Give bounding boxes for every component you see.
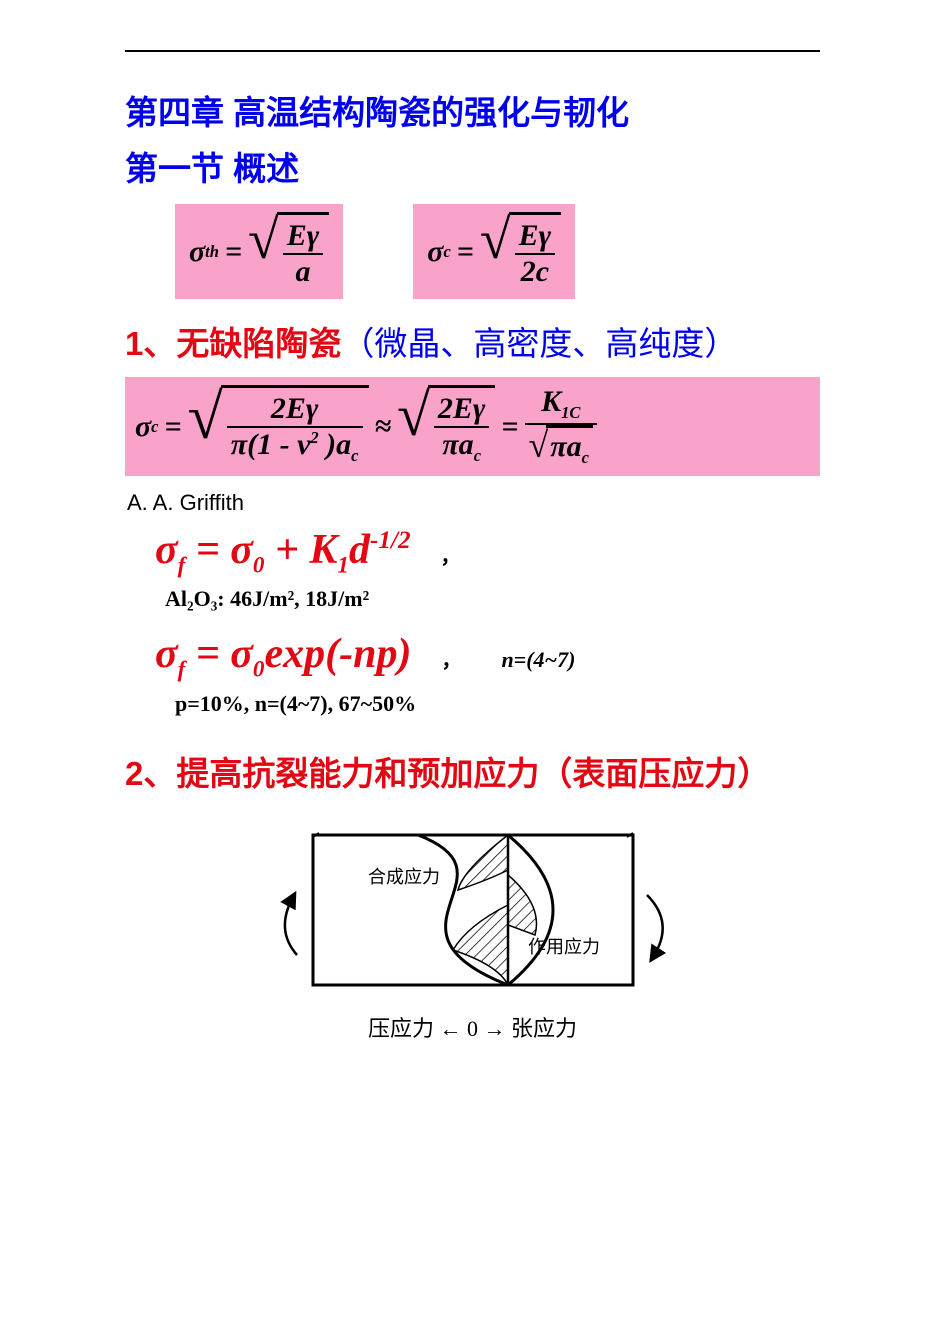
t: = σ: [185, 527, 253, 573]
fraction: Eγ a: [283, 219, 324, 289]
subscript: th: [205, 242, 219, 262]
den-text: πa: [442, 428, 473, 461]
denominator: a: [292, 255, 315, 289]
formula-griffith: σc = √ 2Eγ π(1 - v2 )ac ≈ √ 2Eγ: [125, 377, 820, 476]
sqrt: √ 2Eγ π(1 - v2 )ac: [188, 385, 369, 468]
subheading-1: 1、无缺陷陶瓷（微晶、高密度、高纯度）: [125, 317, 820, 365]
sqrt: √ πac: [529, 425, 593, 468]
radical-icon: √: [480, 212, 511, 291]
trail-n: n=(4~7): [501, 647, 575, 673]
subscript: c: [151, 417, 158, 437]
subheading-1-blue: （微晶、高密度、高纯度）: [341, 325, 737, 362]
sigma-symbol: σ: [189, 235, 205, 269]
denominator: 2c: [517, 255, 553, 289]
label-composite: 合成应力: [368, 867, 440, 887]
radical-icon: √: [248, 212, 279, 291]
numerator: 2Eγ: [434, 392, 490, 426]
t: σ: [155, 631, 178, 677]
formula-sigma-c: σc = √ Eγ 2c: [413, 204, 575, 299]
equals: =: [501, 410, 518, 444]
sub: 0: [253, 656, 265, 682]
sub: c: [582, 448, 589, 467]
sigma-symbol: σ: [427, 235, 443, 269]
t: σ: [155, 527, 178, 573]
sup: 2: [310, 428, 318, 447]
t: + K: [264, 527, 337, 573]
top-rule: [125, 50, 820, 52]
aux-porosity: p=10%, n=(4~7), 67~50%: [175, 691, 820, 717]
arrow-right-icon: [647, 895, 663, 957]
denominator: π(1 - v2 )ac: [227, 428, 363, 466]
caption-left: 压应力: [368, 1016, 434, 1041]
approx: ≈: [375, 410, 391, 444]
subheading-1-red: 无缺陷陶瓷: [176, 325, 341, 362]
formula-sigma-th: σth = √ Eγ a: [175, 204, 343, 299]
t: = σ: [185, 631, 253, 677]
radical-icon: √: [397, 385, 430, 468]
sub: 0: [253, 551, 265, 577]
diagram-caption: 压应力 ← 0 → 张应力: [125, 1011, 820, 1043]
sqrt: √ 2Eγ πac: [397, 385, 495, 468]
chapter-title: 第四章 高温结构陶瓷的强化与韧化: [125, 86, 820, 134]
sigma-symbol: σ: [135, 410, 151, 444]
arrow-left-icon: [284, 897, 296, 955]
den-text: π(1 - v: [231, 428, 311, 461]
numerator: Eγ: [515, 219, 556, 253]
fraction: Eγ 2c: [515, 219, 556, 289]
label-action: 作用应力: [528, 937, 600, 957]
subscript: c: [443, 242, 450, 262]
den-text: )a: [319, 428, 352, 461]
subheading-1-num: 1、: [125, 325, 176, 362]
sup: -1/2: [370, 527, 411, 554]
numerator: 2Eγ: [267, 392, 323, 426]
aux-al2o3: Al₂O₃: 46J/m², 18J/m²: [165, 586, 820, 612]
fraction: 2Eγ πac: [434, 392, 490, 466]
t: d: [349, 527, 370, 573]
radical-icon: √: [188, 385, 223, 468]
sub: 1C: [561, 403, 580, 422]
numerator: Eγ: [283, 219, 324, 253]
equals: =: [457, 235, 474, 269]
t: exp(-np): [264, 631, 411, 677]
denominator: √ πac: [525, 425, 597, 468]
stress-diagram: 合成应力 作用应力: [243, 825, 703, 1005]
fraction: K1C √ πac: [525, 385, 597, 468]
equals: =: [165, 410, 182, 444]
equals: =: [225, 235, 242, 269]
sub: c: [351, 446, 358, 465]
document-page: 第四章 高温结构陶瓷的强化与韧化 第一节 概述 σth = √ Eγ a σc …: [0, 0, 945, 1337]
formula-porosity: σf = σ0exp(-np) ， n=(4~7): [155, 630, 820, 682]
comma: ，: [441, 644, 461, 673]
den-text: πa: [550, 430, 581, 463]
denominator: πac: [438, 428, 485, 466]
formula-hall-petch: σf = σ0 + K1d-1/2 ，: [155, 526, 820, 578]
sqrt: √ Eγ 2c: [480, 212, 561, 291]
sub: c: [474, 446, 481, 465]
fraction: 2Eγ π(1 - v2 )ac: [227, 392, 363, 466]
section-title: 第一节 概述: [125, 142, 820, 190]
comma: ，: [441, 540, 461, 569]
sub: 1: [337, 551, 349, 577]
numerator: K1C: [537, 385, 584, 423]
subheading-2: 2、提高抗裂能力和预加应力（表面压应力）: [125, 747, 820, 795]
caption-right: 张应力: [511, 1016, 577, 1041]
sqrt: √ Eγ a: [248, 212, 329, 291]
caption-mid: ← 0 →: [440, 1016, 506, 1041]
num-sym: K: [541, 385, 561, 418]
griffith-label: A. A. Griffith: [127, 490, 820, 516]
formula-row-1: σth = √ Eγ a σc = √ E: [175, 204, 820, 299]
